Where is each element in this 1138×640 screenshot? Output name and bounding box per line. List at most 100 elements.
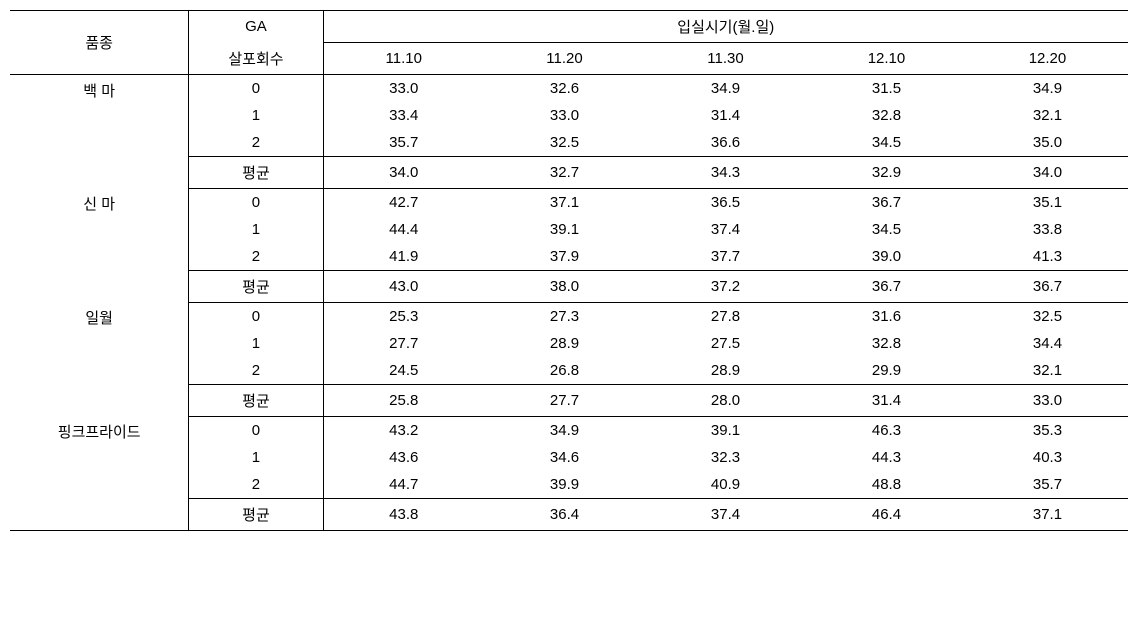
header-date-1: 11.20	[484, 43, 645, 75]
data-value: 34.9	[645, 74, 806, 102]
avg-value: 32.7	[484, 156, 645, 188]
data-value: 28.9	[484, 330, 645, 357]
header-ga-line1: GA	[189, 11, 323, 43]
data-value: 35.0	[967, 129, 1128, 157]
data-value: 33.0	[484, 102, 645, 129]
avg-value: 37.1	[967, 498, 1128, 530]
ga-count: 2	[189, 129, 323, 157]
header-timing-span: 입실시기(월.일)	[323, 11, 1128, 43]
data-value: 41.9	[323, 243, 484, 271]
avg-value: 28.0	[645, 384, 806, 416]
data-value: 32.5	[967, 302, 1128, 330]
ga-count: 2	[189, 243, 323, 271]
data-value: 43.6	[323, 444, 484, 471]
data-value: 31.5	[806, 74, 967, 102]
avg-value: 27.7	[484, 384, 645, 416]
ga-count: 0	[189, 302, 323, 330]
avg-value: 33.0	[967, 384, 1128, 416]
ga-count: 2	[189, 357, 323, 385]
data-value: 36.7	[806, 188, 967, 216]
data-value: 27.8	[645, 302, 806, 330]
data-value: 32.1	[967, 102, 1128, 129]
data-value: 35.7	[323, 129, 484, 157]
data-value: 40.9	[645, 471, 806, 499]
data-table: 품종 GA 입실시기(월.일) 살포회수 11.10 11.20 11.30 1…	[10, 10, 1128, 531]
data-value: 39.0	[806, 243, 967, 271]
data-value: 44.7	[323, 471, 484, 499]
avg-value: 43.8	[323, 498, 484, 530]
data-value: 32.6	[484, 74, 645, 102]
data-value: 34.9	[484, 416, 645, 444]
data-value: 32.1	[967, 357, 1128, 385]
ga-count: 1	[189, 330, 323, 357]
data-value: 32.8	[806, 330, 967, 357]
header-date-0: 11.10	[323, 43, 484, 75]
data-value: 25.3	[323, 302, 484, 330]
header-ga-line2: 살포회수	[189, 43, 323, 75]
data-value: 35.1	[967, 188, 1128, 216]
avg-value: 36.7	[967, 270, 1128, 302]
avg-value: 38.0	[484, 270, 645, 302]
data-value: 34.9	[967, 74, 1128, 102]
ga-count: 0	[189, 188, 323, 216]
ga-count: 2	[189, 471, 323, 499]
avg-value: 34.3	[645, 156, 806, 188]
header-date-2: 11.30	[645, 43, 806, 75]
data-value: 33.0	[323, 74, 484, 102]
data-value: 32.8	[806, 102, 967, 129]
data-value: 36.6	[645, 129, 806, 157]
avg-value: 31.4	[806, 384, 967, 416]
ga-count: 0	[189, 74, 323, 102]
data-value: 31.4	[645, 102, 806, 129]
data-value: 48.8	[806, 471, 967, 499]
data-value: 34.5	[806, 216, 967, 243]
data-value: 42.7	[323, 188, 484, 216]
data-value: 34.6	[484, 444, 645, 471]
data-value: 44.4	[323, 216, 484, 243]
data-value: 37.7	[645, 243, 806, 271]
data-value: 35.3	[967, 416, 1128, 444]
avg-value: 36.4	[484, 498, 645, 530]
data-value: 32.3	[645, 444, 806, 471]
header-date-4: 12.20	[967, 43, 1128, 75]
data-value: 34.4	[967, 330, 1128, 357]
data-value: 32.5	[484, 129, 645, 157]
avg-value: 36.7	[806, 270, 967, 302]
avg-label: 평균	[189, 384, 323, 416]
data-value: 31.6	[806, 302, 967, 330]
data-value: 40.3	[967, 444, 1128, 471]
ga-count: 1	[189, 444, 323, 471]
avg-value: 34.0	[323, 156, 484, 188]
data-value: 26.8	[484, 357, 645, 385]
avg-label: 평균	[189, 156, 323, 188]
data-value: 41.3	[967, 243, 1128, 271]
avg-value: 25.8	[323, 384, 484, 416]
avg-value: 37.2	[645, 270, 806, 302]
data-value: 33.4	[323, 102, 484, 129]
header-date-3: 12.10	[806, 43, 967, 75]
data-value: 27.7	[323, 330, 484, 357]
avg-value: 46.4	[806, 498, 967, 530]
data-value: 27.5	[645, 330, 806, 357]
avg-label: 평균	[189, 270, 323, 302]
data-value: 39.9	[484, 471, 645, 499]
ga-count: 0	[189, 416, 323, 444]
avg-value: 34.0	[967, 156, 1128, 188]
avg-label: 평균	[189, 498, 323, 530]
data-value: 37.4	[645, 216, 806, 243]
data-value: 27.3	[484, 302, 645, 330]
data-value: 36.5	[645, 188, 806, 216]
variety-name: 백 마	[10, 74, 189, 188]
data-value: 39.1	[484, 216, 645, 243]
data-value: 37.9	[484, 243, 645, 271]
data-value: 43.2	[323, 416, 484, 444]
data-value: 37.1	[484, 188, 645, 216]
data-value: 35.7	[967, 471, 1128, 499]
data-value: 33.8	[967, 216, 1128, 243]
variety-name: 신 마	[10, 188, 189, 302]
data-value: 34.5	[806, 129, 967, 157]
variety-name: 일월	[10, 302, 189, 416]
header-variety: 품종	[10, 11, 189, 75]
variety-name: 핑크프라이드	[10, 416, 189, 530]
avg-value: 37.4	[645, 498, 806, 530]
